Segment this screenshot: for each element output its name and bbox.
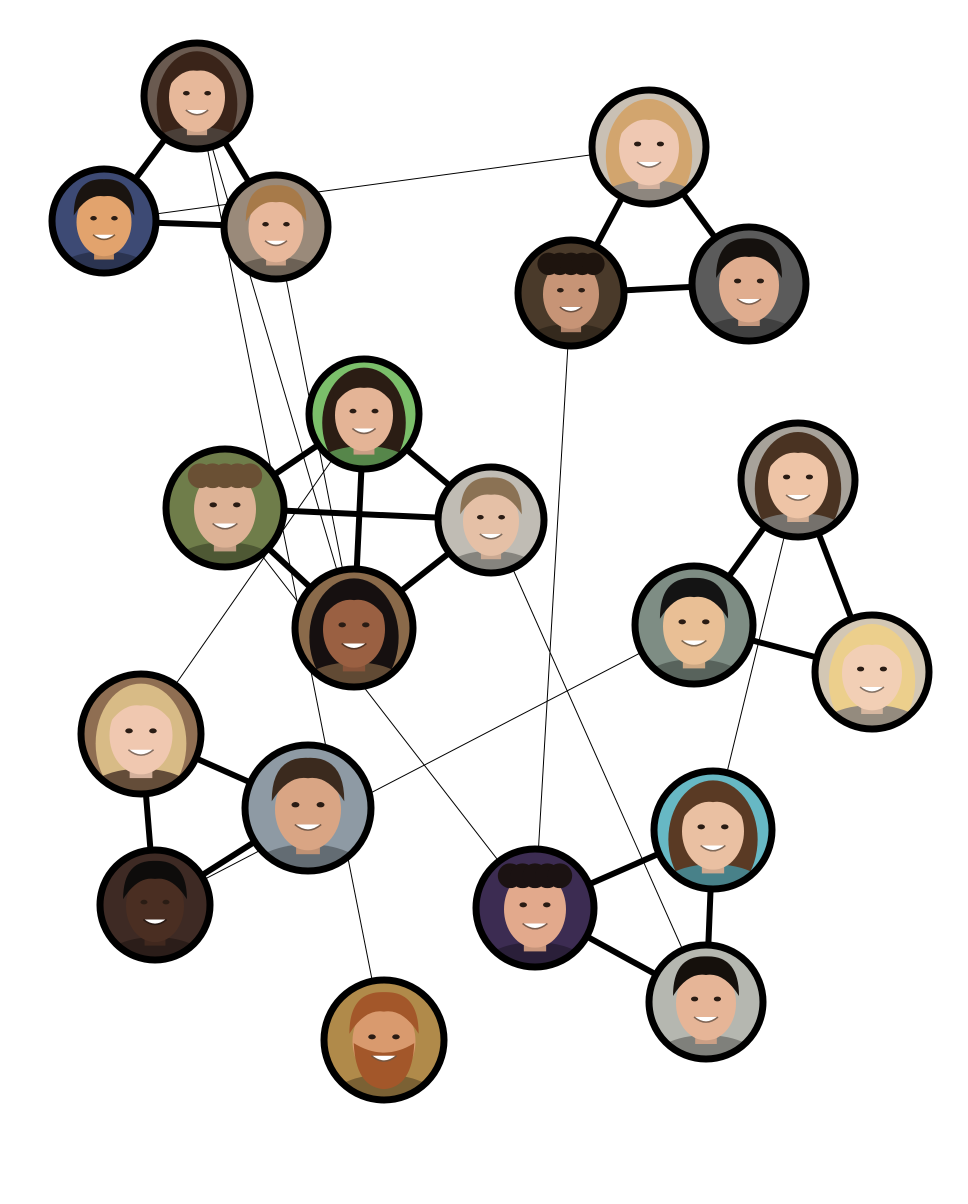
node-border [241, 741, 375, 875]
person-node-n16[interactable] [96, 846, 214, 995]
person-node-n17[interactable] [472, 845, 598, 1004]
weak-edge-n07-n14 [140, 413, 365, 735]
person-node-n13[interactable] [811, 611, 933, 765]
node-border [588, 86, 710, 208]
node-border [650, 767, 776, 893]
person-node-n12[interactable] [631, 562, 757, 721]
node-border [811, 611, 933, 733]
person-node-n02[interactable] [48, 165, 160, 306]
person-node-n18[interactable] [650, 767, 776, 926]
weak-edge-n16-n12 [154, 624, 695, 906]
node-border [688, 223, 810, 345]
person-node-n03[interactable] [220, 171, 332, 312]
node-border [305, 355, 423, 473]
node-border [140, 39, 254, 153]
node-border [162, 445, 288, 571]
weak-edge-n09-n19 [490, 519, 707, 1003]
node-border [48, 165, 160, 277]
person-node-n19[interactable] [645, 941, 767, 1095]
node-border [220, 171, 332, 283]
node-border [514, 236, 628, 350]
person-node-n06[interactable] [688, 223, 810, 377]
node-border [737, 419, 859, 541]
person-node-n08[interactable] [162, 445, 288, 604]
weak-edge-n01-n10 [196, 95, 355, 629]
person-node-n01[interactable] [140, 39, 254, 183]
person-node-n15[interactable] [241, 741, 375, 910]
weak-edge-n02-n04 [103, 146, 650, 222]
person-node-n07[interactable] [305, 355, 423, 504]
node-border [320, 976, 448, 1104]
node-border [291, 565, 417, 691]
person-node-n04[interactable] [588, 86, 710, 240]
weak-edge-n08-n17 [224, 507, 536, 909]
node-border [77, 670, 205, 798]
person-node-n14[interactable] [77, 670, 205, 832]
node-border [472, 845, 598, 971]
node-border [645, 941, 767, 1063]
person-node-n05[interactable] [514, 236, 628, 380]
node-border [631, 562, 757, 688]
person-node-n09[interactable] [434, 463, 548, 607]
node-border [96, 846, 214, 964]
node-border [434, 463, 548, 577]
node-layer [48, 39, 933, 1138]
person-node-n20[interactable] [320, 976, 448, 1138]
weak-edge-n05-n17 [534, 292, 572, 909]
person-node-n11[interactable] [737, 419, 859, 573]
person-node-n10[interactable] [291, 565, 417, 724]
